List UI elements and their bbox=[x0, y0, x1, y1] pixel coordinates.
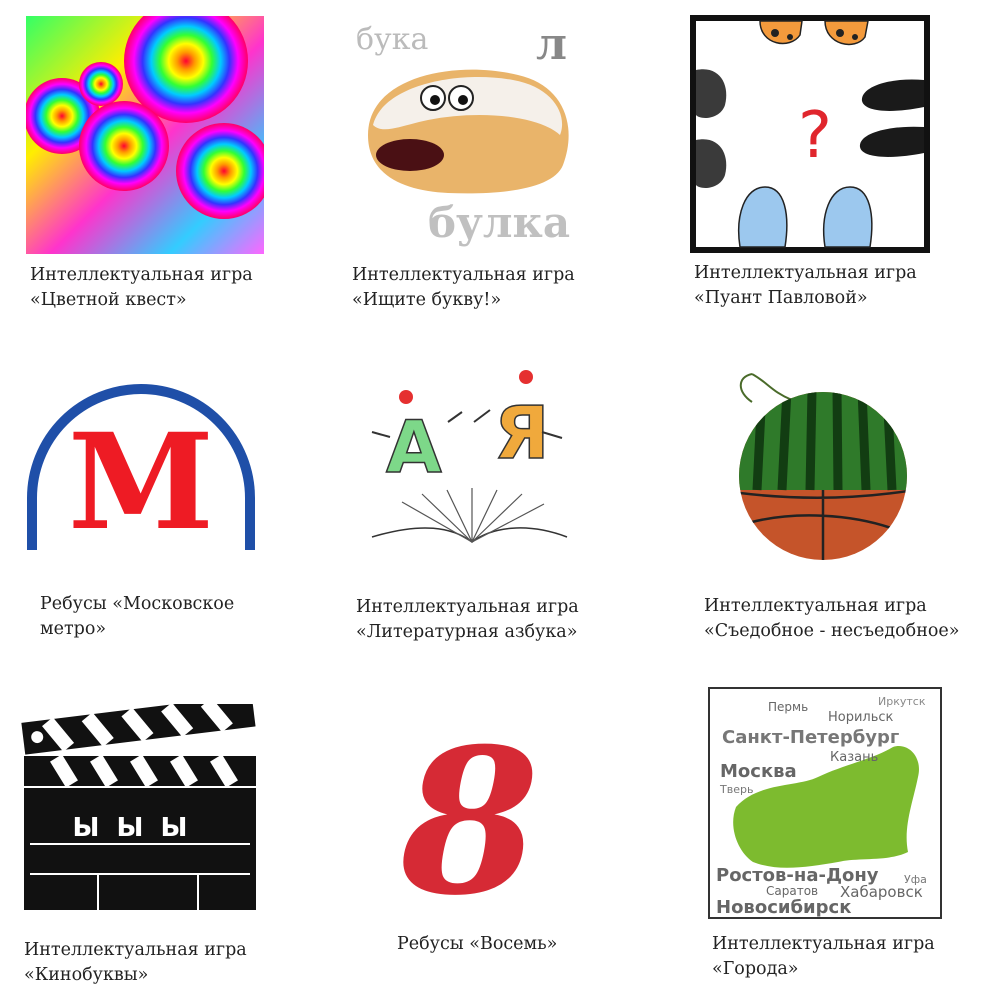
game-caption: Интеллектуальная игра «Города» bbox=[712, 934, 935, 979]
city-norilsk: Норильск bbox=[828, 710, 894, 725]
city-khabarovsk: Хабаровск bbox=[840, 883, 923, 901]
game-caption: Интеллектуальная игра «Кинобуквы» bbox=[24, 940, 247, 985]
city-moscow: Москва bbox=[720, 761, 797, 782]
metro-logo-icon[interactable]: М bbox=[24, 378, 258, 554]
city-kazan: Казань bbox=[830, 750, 878, 765]
pastry-with-eyes-icon[interactable]: бука л булка bbox=[348, 15, 584, 253]
game-caption: Интеллектуальная игра «Литературная азбу… bbox=[356, 597, 579, 642]
number-eight-icon[interactable]: 8 bbox=[400, 720, 550, 910]
game-caption: Интеллектуальная игра «Ищите букву!» bbox=[352, 265, 575, 310]
clapperboard-icon[interactable]: Ы Ы Ы bbox=[20, 704, 260, 912]
watermelon-basketball-icon[interactable] bbox=[732, 372, 914, 560]
letter-ya: Я bbox=[494, 391, 549, 475]
word-bottom: булка bbox=[428, 198, 570, 247]
city-saint-petersburg: Санкт-Петербург bbox=[722, 727, 899, 748]
city-irkutsk: Иркутск bbox=[878, 695, 926, 708]
city-rostov: Ростов-на-Дону bbox=[716, 865, 879, 886]
shoes-question-mark-icon[interactable]: ? bbox=[690, 15, 930, 253]
concentric-rainbow-circles-icon[interactable] bbox=[26, 16, 264, 254]
city-ufa: Уфа bbox=[904, 873, 927, 886]
letter-l: л bbox=[536, 19, 567, 70]
clapper-letters: Ы Ы Ы bbox=[73, 813, 192, 843]
letters-a-ya-book-icon[interactable]: А Я bbox=[362, 362, 582, 558]
game-caption: Интеллектуальная игра «Пуант Павловой» bbox=[694, 263, 917, 308]
game-caption: Интеллектуальная игра «Съедобное - несъе… bbox=[704, 596, 960, 641]
city-saratov: Саратов bbox=[766, 884, 818, 898]
game-caption: Интеллектуальная игра «Цветной квест» bbox=[30, 265, 253, 310]
word-top: бука bbox=[356, 22, 428, 57]
question-mark: ? bbox=[798, 99, 832, 173]
city-perm: Пермь bbox=[768, 700, 808, 714]
eight-digit: 8 bbox=[400, 720, 540, 910]
game-caption: Ребусы «Восемь» bbox=[397, 934, 558, 954]
letter-a: А bbox=[386, 405, 442, 489]
city-tver: Тверь bbox=[719, 783, 753, 796]
city-novosibirsk: Новосибирск bbox=[716, 897, 851, 918]
russia-map-cities-icon[interactable]: Пермь Иркутск Норильск Санкт-Петербург К… bbox=[708, 687, 942, 919]
game-caption: Ребусы «Московское метро» bbox=[40, 594, 235, 639]
metro-letter: М bbox=[68, 405, 214, 554]
